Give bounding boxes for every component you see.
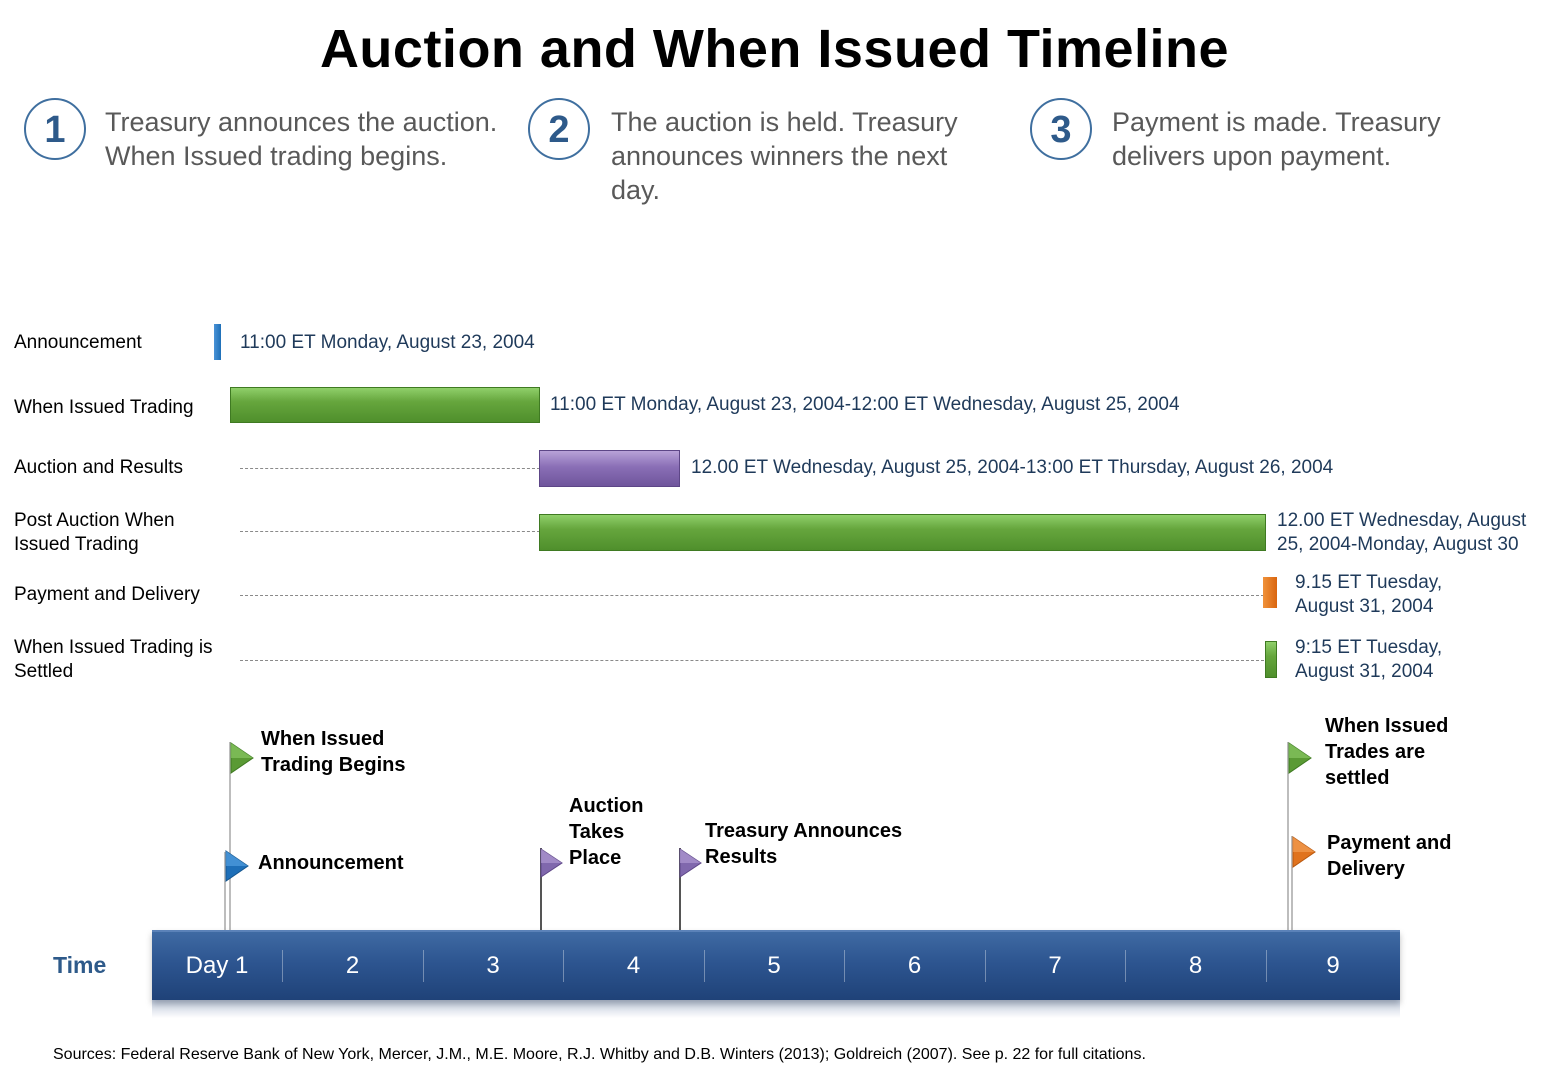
pole-results [679,848,681,930]
text-post-auction: 12.00 ET Wednesday, August 25, 2004-Mond… [1277,510,1527,555]
row-label-when-issued-trading: When Issued Trading [14,397,194,418]
day-separator [844,950,845,982]
milestone-auction: Auction Takes Place [569,795,644,869]
day-separator [282,950,283,982]
day-6: 6 [907,952,922,979]
blue-flag-icon [225,850,249,882]
row-label-post-auction: Post Auction When Issued Trading [14,510,175,555]
pole-announcement [224,852,226,930]
green-flag-icon [1288,742,1312,774]
day-separator [985,950,986,982]
pole-payment [1291,836,1293,930]
pole-wi-begins [229,742,231,930]
bar-post-auction [539,514,1266,551]
row-label-wi-settled: When Issued Trading is Settled [14,637,213,682]
step-3-text: Payment is made. Treasury delivers upon … [1112,107,1441,171]
row-label-auction-results: Auction and Results [14,457,183,478]
row-guide-settled [240,660,1264,661]
day-8: 8 [1188,952,1203,979]
day-7: 7 [1048,952,1062,979]
row-guide-post-auction [240,531,540,532]
step-2-number: 2 [528,98,590,160]
milestone-payment: Payment and Delivery [1327,832,1452,880]
step-2-text: The auction is held. Treasury announces … [611,107,958,205]
bar-announcement [214,324,221,360]
day-separator [563,950,564,982]
text-when-issued-trading: 11:00 ET Monday, August 23, 2004-12:00 E… [550,394,1180,415]
row-label-payment-delivery: Payment and Delivery [14,584,200,605]
day-separator [1266,950,1267,982]
day-9: 9 [1326,952,1340,979]
orange-flag-icon [1292,836,1316,868]
row-guide-payment [240,595,1264,596]
day-separator [704,950,705,982]
bar-payment-delivery [1263,577,1277,608]
bar-auction-results [539,450,680,487]
day-2: 2 [345,952,360,979]
milestone-settled: When Issued Trades are settled [1325,715,1449,789]
day-1: Day 1 [185,952,249,979]
milestone-wi-begins: When Issued Trading Begins [261,728,406,776]
step-1-number: 1 [24,98,86,160]
green-flag-icon [230,742,254,774]
text-wi-settled: 9:15 ET Tuesday, August 31, 2004 [1295,637,1443,682]
pole-settled [1287,742,1289,930]
text-auction-results: 12.00 ET Wednesday, August 25, 2004-13:0… [691,457,1334,478]
time-axis-bar: Day 1 2 3 4 5 6 7 8 9 [152,930,1400,1000]
milestone-results: Treasury Announces Results [705,820,903,868]
day-5: 5 [767,952,781,979]
text-payment-delivery: 9.15 ET Tuesday, August 31, 2004 [1295,572,1443,617]
step-1-text: Treasury announces the auction. When Iss… [105,107,498,171]
day-separator [423,950,424,982]
purple-flag-icon [679,848,702,878]
row-label-announcement: Announcement [14,332,142,353]
time-axis-label: Time [53,952,107,978]
purple-flag-icon [540,848,563,878]
day-separator [1125,950,1126,982]
day-4: 4 [626,952,641,979]
bar-when-issued-trading [230,387,540,423]
pole-auction [540,848,542,930]
sources-note: Sources: Federal Reserve Bank of New Yor… [53,1046,1146,1063]
time-axis-reflection [152,1000,1400,1018]
text-announcement: 11:00 ET Monday, August 23, 2004 [240,332,535,353]
row-guide-auction [240,468,540,469]
day-3: 3 [486,952,500,979]
page-title: Auction and When Issued Timeline [319,19,1230,79]
bar-wi-settled [1265,641,1277,678]
milestone-announcement: Announcement [258,852,404,874]
step-3-number: 3 [1030,98,1092,160]
